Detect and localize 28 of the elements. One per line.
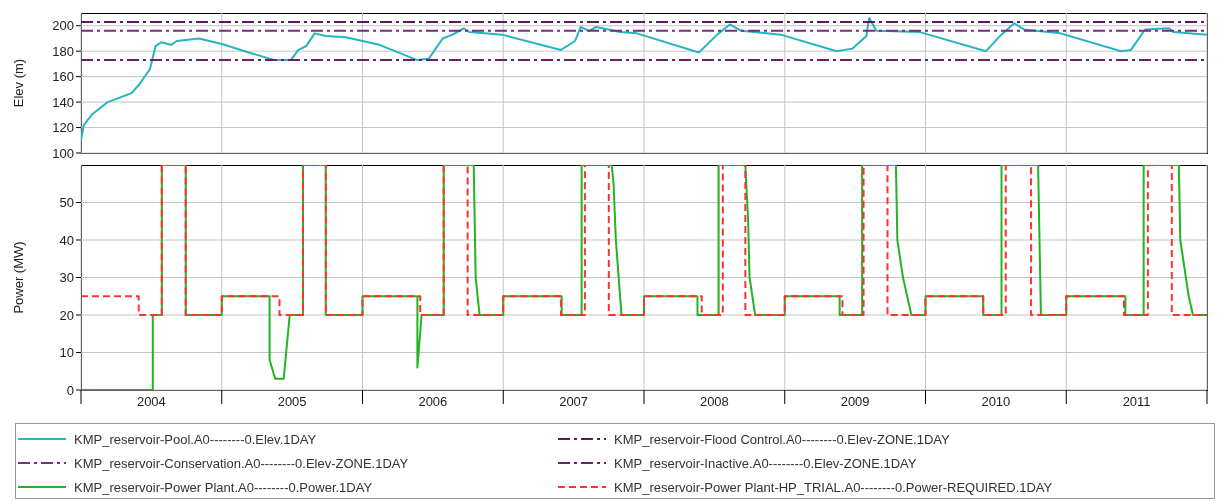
y-tick-label: 200 [52, 18, 74, 34]
x-tick-label: 2004 [136, 394, 166, 409]
y-axis-title: Elev (m) [10, 58, 26, 108]
y-tick-label: 100 [52, 145, 74, 161]
y-tick-label: 10 [59, 345, 74, 361]
x-tick-label: 2007 [559, 394, 589, 409]
legend-label: KMP_reservoir-Conservation.A0--------0.Elev-ZONE.1DAY [74, 455, 409, 471]
legend-label: KMP_reservoir-Pool.A0--------0.Elev.1DAY [74, 431, 317, 447]
y-tick-label: 50 [59, 195, 74, 211]
x-tick-label: 2011 [1122, 394, 1151, 409]
y-axis-title: Power (MW) [10, 241, 26, 314]
x-tick-label: 2008 [699, 394, 729, 409]
y-tick-label: 40 [59, 232, 74, 248]
legend-label: KMP_reservoir-Inactive.A0--------0.Elev-ZONE.1DAY [614, 455, 917, 471]
y-tick-label: 0 [66, 382, 74, 398]
y-tick-label: 30 [59, 270, 74, 286]
legend-label: KMP_reservoir-Flood Control.A0--------0.Elev-ZONE.1DAY [614, 431, 950, 447]
x-tick-label: 2006 [418, 394, 448, 409]
legend-label: KMP_reservoir-Power Plant-HP_TRIAL.A0--------0.Power-REQUIRED.1DAY [614, 479, 1053, 495]
y-tick-label: 120 [52, 120, 74, 136]
legend-label: KMP_reservoir-Power Plant.A0--------0.Power.1DAY [74, 479, 373, 495]
y-tick-label: 20 [59, 307, 74, 323]
y-tick-label: 140 [52, 94, 74, 110]
y-tick-label: 180 [52, 43, 74, 59]
x-tick-label: 2005 [277, 394, 307, 409]
y-tick-label: 160 [52, 69, 74, 85]
x-tick-label: 2010 [981, 394, 1011, 409]
x-tick-label: 2009 [840, 394, 870, 409]
